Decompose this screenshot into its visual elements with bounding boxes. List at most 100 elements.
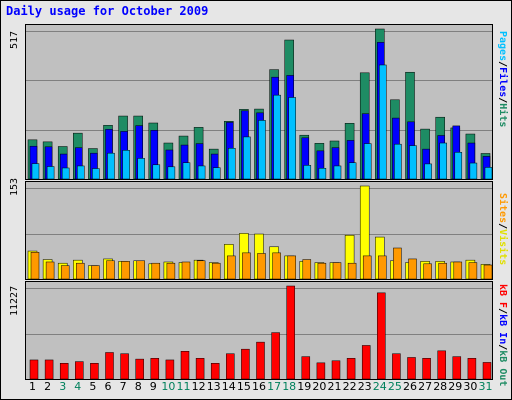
pages-bar [484,167,493,180]
day-label: 26 [403,380,417,393]
pages-bar [31,163,40,180]
kbytes-bar [150,358,160,380]
sites-bar [30,252,40,280]
sites-bar [196,260,206,280]
pages-bar [363,143,372,180]
sites-bar [408,258,417,280]
legend-bottom-panel: kB F/kB In/kB Out [497,284,508,386]
chart-title: Daily usage for October 2009 [6,4,209,18]
sites-bar [151,262,161,280]
day-label: 15 [236,380,251,393]
day-label: 10 [161,380,176,393]
kbytes-bar [301,356,311,380]
day-label: 7 [119,380,127,393]
pages-bar [152,164,161,180]
kbytes-bar [271,332,280,380]
pages-bar [318,168,327,180]
kbytes-bar [226,353,235,380]
legend-kb-f: kB F [497,284,508,309]
visits-sites-chart [26,185,493,280]
kbytes-bar [377,292,386,380]
legend-sites: Sites [497,193,508,224]
pages-bar [122,150,130,180]
hits-files-pages-chart [26,28,493,180]
panel-hits-files-pages [25,24,493,180]
sites-bar [453,261,463,280]
kbytes-bar [482,362,492,380]
day-label: 24 [372,380,387,393]
sites-bar [332,262,342,280]
pages-bar [182,162,191,180]
day-label: 28 [433,380,448,393]
legend-kb-in: kB In [497,314,508,345]
kbytes-bar [452,356,462,380]
legend-top-panel: Pages/Files/Hits [497,31,508,127]
kbytes-bar [44,359,54,380]
sites-bar [121,261,130,280]
day-label: 30 [463,380,478,393]
kbytes-bar [286,285,295,380]
day-label: 9 [149,380,157,393]
day-label: 5 [89,380,97,393]
pages-bar [333,165,342,180]
sites-bar [227,255,236,280]
kbytes-bar [90,363,99,380]
kbytes-bar [75,361,84,380]
pages-bar [243,136,251,180]
bottom-panel-max-label: 11227 [9,285,20,316]
day-label: 1 [29,380,36,393]
day-label: 4 [74,380,82,393]
legend-visits: Visits [497,229,508,266]
sites-bar [378,255,387,280]
legend-files: Files [497,67,508,98]
day-label: 23 [357,380,372,393]
pages-bar [303,165,312,180]
pages-bar [77,165,85,180]
panel-visits-sites [25,181,493,280]
top-panel-max-label: 517 [9,30,20,49]
pages-bar [379,64,387,180]
sites-bar [181,261,191,280]
pages-bar [348,162,357,180]
kbytes-bar [256,341,265,380]
sites-bar [468,262,478,280]
pages-bar [107,152,115,180]
day-label: 20 [312,380,327,393]
pages-bar [394,143,402,180]
legend-hits: Hits [497,103,508,128]
sites-bar [287,255,296,280]
sites-bar [438,262,447,280]
day-label: 19 [297,380,312,393]
day-label: 22 [342,380,357,393]
sites-bar [242,252,251,280]
pages-bar [469,162,478,180]
sites-bar [483,264,493,280]
day-label: 27 [418,380,433,393]
kbytes-bar [105,352,114,380]
pages-bar [258,120,266,180]
kbytes-bar [467,358,477,380]
day-label: 29 [448,380,463,393]
day-label: 17 [267,380,282,393]
pages-bar [212,167,221,180]
pages-bar [137,158,145,180]
kbytes-bar [392,353,401,380]
kbytes-bar [135,358,144,380]
kbytes-bar [331,360,341,380]
kbytes-bar [316,362,326,380]
day-label: 8 [134,380,142,393]
pages-bar [424,163,432,180]
sites-bar [317,262,327,280]
sites-bar [136,260,145,280]
sites-bar [76,262,85,280]
pages-bar [454,152,463,180]
sites-bar [166,262,176,280]
sites-bar [272,252,281,280]
day-label: 11 [176,380,191,393]
day-axis: 1 2 3 4 5 6 7 8 9 10 11 12 13 14 15 16 17 18 19 20 21 22 23 24 2… [25,380,493,396]
kbytes-chart [26,285,492,380]
kbytes-bar [29,359,39,380]
pages-bar [61,167,70,180]
sites-bar [393,247,402,280]
pages-bar [409,145,417,180]
